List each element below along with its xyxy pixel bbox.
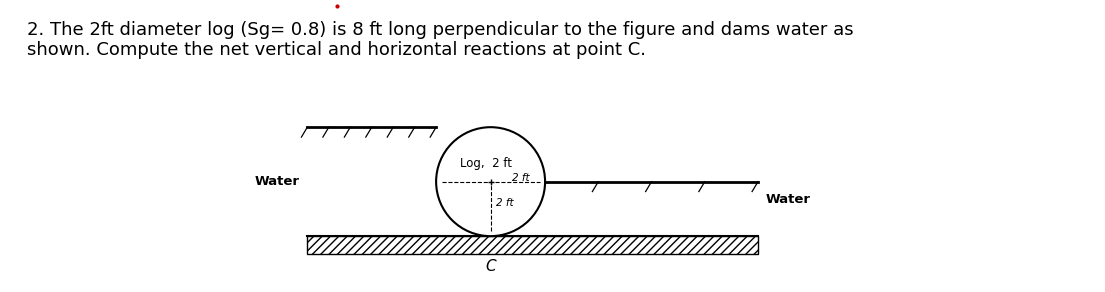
- Text: shown. Compute the net vertical and horizontal reactions at point C.: shown. Compute the net vertical and hori…: [27, 41, 646, 59]
- Text: Water: Water: [254, 175, 299, 188]
- Text: Water: Water: [766, 193, 811, 206]
- Text: Log,  2 ft: Log, 2 ft: [460, 157, 512, 170]
- Text: 2 ft: 2 ft: [495, 199, 513, 208]
- Text: 2 ft: 2 ft: [513, 173, 530, 183]
- Bar: [307, 236, 758, 254]
- Text: 2. The 2ft diameter log (Sg= 0.8) is 8 ft long perpendicular to the figure and d: 2. The 2ft diameter log (Sg= 0.8) is 8 f…: [27, 21, 854, 39]
- Text: C: C: [485, 259, 496, 274]
- Circle shape: [436, 127, 545, 236]
